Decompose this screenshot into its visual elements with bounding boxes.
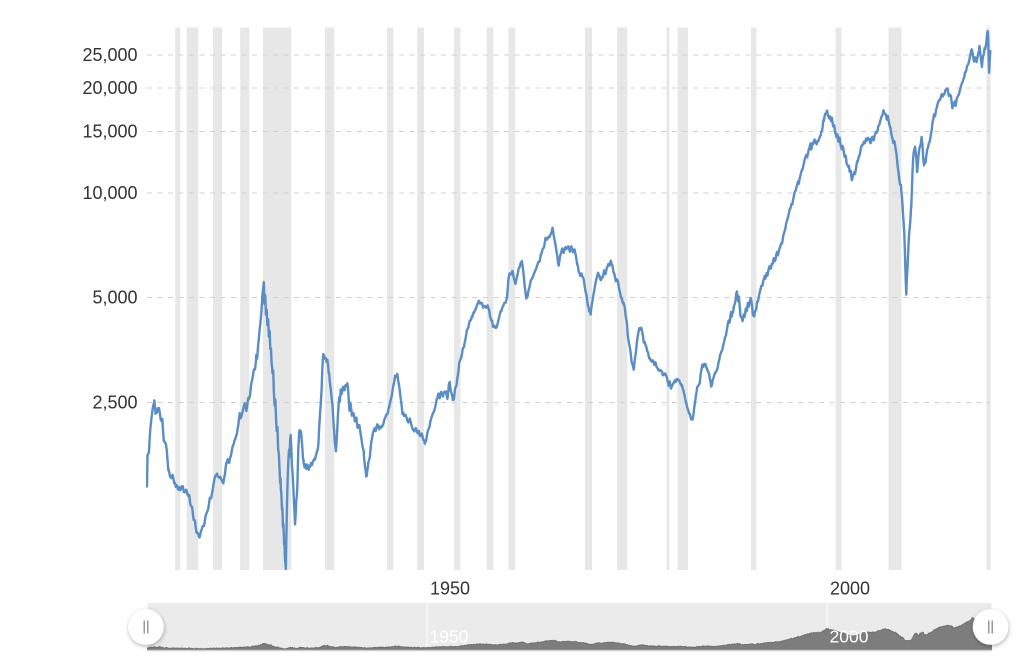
- svg-text:1950: 1950: [430, 627, 469, 647]
- svg-text:15,000: 15,000: [82, 122, 137, 142]
- svg-text:1950: 1950: [430, 579, 470, 599]
- svg-text:25,000: 25,000: [82, 45, 137, 65]
- svg-text:20,000: 20,000: [82, 78, 137, 98]
- svg-text:2,500: 2,500: [92, 393, 137, 413]
- svg-text:5,000: 5,000: [92, 288, 137, 308]
- svg-text:10,000: 10,000: [82, 183, 137, 203]
- svg-text:2000: 2000: [830, 579, 870, 599]
- svg-text:2000: 2000: [830, 627, 869, 647]
